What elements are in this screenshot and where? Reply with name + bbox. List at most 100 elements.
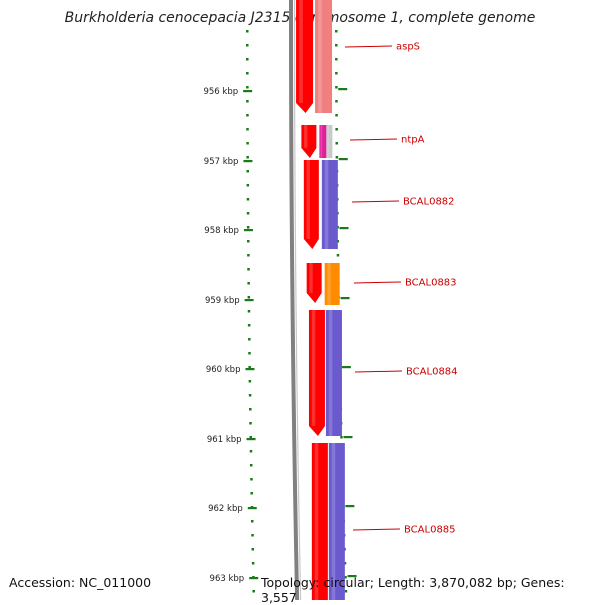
minor-tick <box>248 380 252 383</box>
major-tick-inner <box>246 438 256 441</box>
minor-tick <box>335 72 338 75</box>
minor-tick <box>248 352 251 355</box>
minor-tick <box>249 408 252 411</box>
minor-tick <box>249 450 253 453</box>
major-tick-inner <box>247 507 257 510</box>
cds-feature-sheen <box>309 263 313 293</box>
cds-feature-sheen <box>311 310 316 426</box>
gene-ntpA <box>319 125 327 158</box>
minor-tick <box>248 338 251 341</box>
major-tick-inner <box>244 299 254 302</box>
gene-BCAL0883 <box>324 263 340 305</box>
gene-label-BCAL0883: BCAL0883 <box>405 278 457 289</box>
major-tick-inner <box>243 229 253 232</box>
gene-label-BCAL0885: BCAL0885 <box>404 525 456 536</box>
tick-label: 961 kbp <box>207 435 242 445</box>
minor-tick <box>247 282 250 285</box>
gene-BCAL0883-sheen <box>327 263 331 305</box>
gene-BCAL0884 <box>325 310 342 436</box>
label-layer: aspS ntpA BCAL0882 BCAL0883 BCAL0884 BCAL0885 <box>344 42 458 536</box>
minor-tick <box>247 310 251 313</box>
minor-tick <box>343 562 347 565</box>
feature-layer <box>296 0 345 600</box>
tick-label: 958 kbp <box>204 226 239 236</box>
minor-tick <box>246 100 249 103</box>
minor-tick <box>335 100 338 103</box>
cds-feature <box>296 0 314 113</box>
minor-tick <box>247 324 251 327</box>
minor-tick <box>344 576 347 579</box>
major-tick-outer <box>338 158 348 161</box>
gene-ntpA-edge-sheen <box>327 125 329 158</box>
minor-tick <box>248 394 252 397</box>
cds-feature <box>308 310 325 436</box>
major-tick-outer <box>341 366 351 369</box>
cds-feature <box>306 263 322 303</box>
minor-tick <box>246 142 249 145</box>
minor-tick <box>246 212 250 215</box>
minor-tick <box>249 422 252 425</box>
minor-tick <box>335 114 338 117</box>
minor-tick <box>336 254 340 257</box>
minor-tick <box>335 30 338 33</box>
tick-label: 963 kbp <box>210 574 245 584</box>
backbone-line <box>289 0 300 600</box>
label-leader-line <box>351 200 400 203</box>
minor-tick <box>246 86 249 89</box>
cds-feature-sheen <box>304 125 308 148</box>
minor-tick <box>247 240 250 243</box>
minor-tick <box>249 464 253 467</box>
minor-tick <box>246 30 249 33</box>
gene-label-aspS: aspS <box>396 42 420 53</box>
topology-text: Topology: circular; Length: 3,870,082 bp… <box>261 575 565 605</box>
tick-label: 960 kbp <box>206 365 241 375</box>
gene-ntpA-edge <box>326 125 333 158</box>
minor-tick <box>251 548 255 551</box>
major-tick-inner <box>245 368 255 371</box>
major-tick-inner <box>249 577 259 580</box>
tick-label: 956 kbp <box>203 87 238 97</box>
minor-tick <box>247 254 250 257</box>
minor-tick <box>246 156 249 159</box>
minor-tick <box>335 44 338 47</box>
minor-tick <box>249 436 252 439</box>
gene-label-ntpA: ntpA <box>401 135 425 146</box>
minor-tick <box>340 436 343 439</box>
major-tick-outer <box>347 575 357 578</box>
cds-feature <box>311 443 328 600</box>
major-tick-outer <box>340 297 350 300</box>
minor-tick <box>246 184 250 187</box>
minor-tick <box>246 128 249 131</box>
label-leader-line <box>353 281 402 284</box>
gene-BCAL0882 <box>321 160 338 249</box>
label-leader-line <box>352 528 401 531</box>
gene-BCAL0885 <box>328 443 345 600</box>
minor-tick <box>335 156 339 159</box>
major-tick-outer <box>343 436 353 439</box>
tick-label: 962 kbp <box>208 504 243 514</box>
minor-tick <box>246 72 249 75</box>
minor-tick <box>250 520 254 523</box>
minor-tick <box>344 590 348 593</box>
minor-tick <box>247 268 250 271</box>
minor-tick <box>246 58 249 61</box>
major-tick-outer <box>339 227 349 230</box>
minor-tick <box>250 492 253 495</box>
minor-tick <box>252 590 255 593</box>
minor-tick <box>335 128 338 131</box>
label-leader-line <box>344 45 393 48</box>
cds-feature-sheen <box>299 0 303 103</box>
cds-feature-sheen <box>306 160 310 239</box>
gene-aspS <box>315 0 333 113</box>
minor-tick <box>251 562 255 565</box>
gene-BCAL0885-sheen <box>331 443 336 600</box>
backbone-highlight <box>293 0 302 600</box>
gene-aspS-sheen <box>318 0 322 113</box>
minor-tick <box>335 58 338 61</box>
cds-feature <box>303 160 319 249</box>
label-leader-line <box>349 138 398 141</box>
minor-tick <box>246 198 250 201</box>
gene-label-BCAL0882: BCAL0882 <box>403 197 455 208</box>
tick-label: 959 kbp <box>205 296 240 306</box>
